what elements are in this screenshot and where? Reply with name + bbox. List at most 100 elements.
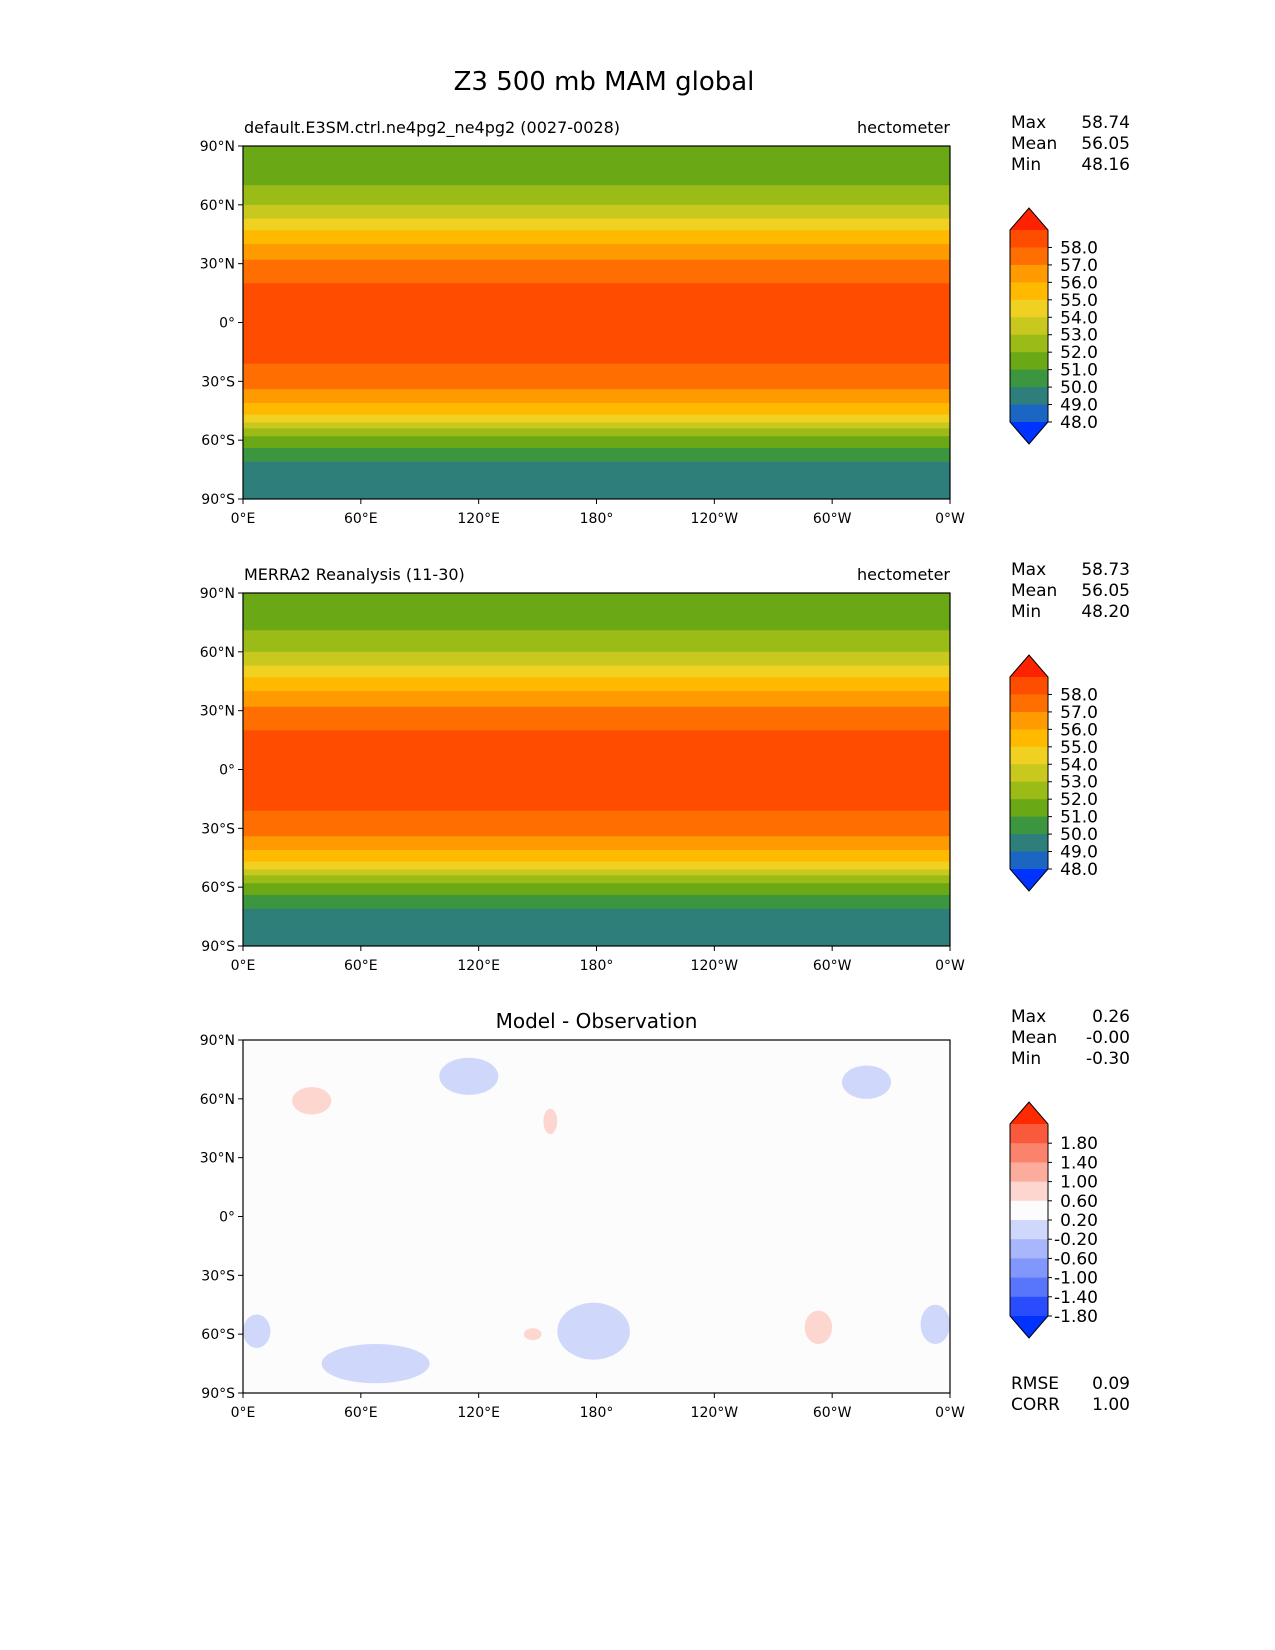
metric-label: CORR xyxy=(1011,1395,1060,1415)
colorbar-segment xyxy=(1010,781,1048,800)
field-band xyxy=(243,353,950,357)
field-band xyxy=(243,844,950,847)
x-tick-label: 180° xyxy=(580,511,614,527)
field-band xyxy=(243,232,950,235)
field-band xyxy=(243,914,950,918)
colorbar-label: 53.0 xyxy=(1060,773,1098,793)
stat-label: Min xyxy=(1011,1049,1041,1069)
field-band xyxy=(243,716,950,720)
field-band xyxy=(243,306,950,310)
field-band xyxy=(243,346,950,349)
field-band xyxy=(243,606,950,610)
colorbar-segment xyxy=(1010,711,1048,730)
field-band xyxy=(243,269,950,273)
field-band xyxy=(243,895,950,898)
map-diff xyxy=(243,1040,950,1393)
field-band xyxy=(243,814,950,818)
field-band xyxy=(243,497,950,499)
field-band xyxy=(243,787,950,790)
field-band xyxy=(243,818,950,822)
stat-value: 56.05 xyxy=(1081,581,1130,601)
field-band xyxy=(243,424,950,428)
field-band xyxy=(243,263,950,267)
field-band xyxy=(243,428,950,431)
field-band xyxy=(243,493,950,496)
field-band xyxy=(243,451,950,455)
field-band xyxy=(243,700,950,704)
field-band xyxy=(243,151,950,155)
field-band xyxy=(243,453,950,457)
field-band xyxy=(243,202,950,206)
field-band xyxy=(243,647,950,651)
field-band xyxy=(243,463,950,467)
stats-model: Max 58.74 Mean 56.05 Min 48.16 xyxy=(1011,113,1130,175)
field-band xyxy=(243,740,950,743)
field-band xyxy=(243,191,950,194)
field-band xyxy=(243,222,950,226)
colorbar-label: 50.0 xyxy=(1060,825,1098,845)
field-band xyxy=(243,487,950,490)
field-band xyxy=(243,338,950,341)
field-band xyxy=(243,826,950,829)
field-band xyxy=(243,865,950,869)
field-band xyxy=(243,373,950,377)
field-band xyxy=(243,485,950,488)
field-band xyxy=(243,669,950,673)
field-band xyxy=(243,381,950,384)
field-band xyxy=(243,316,950,320)
colorbar-label: 54.0 xyxy=(1060,308,1098,328)
field-band xyxy=(243,694,950,698)
y-tick-label: 30°N xyxy=(200,1151,235,1167)
colorbar-label: -1.00 xyxy=(1054,1269,1098,1289)
colorbar-segment xyxy=(1010,851,1048,870)
field-band xyxy=(243,730,950,733)
field-band xyxy=(243,393,950,396)
stat-value: 58.74 xyxy=(1081,113,1130,133)
field-band xyxy=(243,614,950,618)
y-tick-label: 60°S xyxy=(201,1327,235,1343)
field-band xyxy=(243,594,950,598)
field-band xyxy=(243,822,950,826)
field-band xyxy=(243,193,950,196)
field-band xyxy=(243,881,950,884)
field-band xyxy=(243,859,950,863)
field-band xyxy=(243,887,950,890)
field-band xyxy=(243,653,950,657)
colorbar-segment xyxy=(1010,369,1048,388)
field-band xyxy=(243,645,950,649)
colorbar-label: 0.20 xyxy=(1060,1211,1098,1231)
field-band xyxy=(243,922,950,926)
field-band xyxy=(243,389,950,392)
y-tick-label: 0° xyxy=(219,763,235,779)
x-tick-label: 0°W xyxy=(935,958,965,974)
field-band xyxy=(243,875,950,878)
colorbar-label: 52.0 xyxy=(1060,790,1098,810)
field-band xyxy=(243,448,950,451)
field-band xyxy=(243,434,950,437)
x-tick-label: 120°E xyxy=(457,511,500,527)
field-band xyxy=(243,185,950,188)
field-band xyxy=(243,620,950,624)
field-band xyxy=(243,804,950,808)
field-band xyxy=(243,651,950,655)
field-band xyxy=(243,800,950,804)
field-band xyxy=(243,210,950,214)
x-tick-label: 60°W xyxy=(813,958,852,974)
field-band xyxy=(243,342,950,345)
colorbar-segment xyxy=(1010,1162,1048,1182)
field-band xyxy=(243,224,950,227)
field-band xyxy=(243,683,950,686)
field-band xyxy=(243,402,950,406)
field-band xyxy=(243,436,950,439)
field-band xyxy=(243,347,950,351)
field-band xyxy=(243,273,950,277)
field-band xyxy=(243,734,950,737)
metrics-diff: RMSE 0.09 CORR 1.00 xyxy=(1011,1374,1130,1415)
field-band xyxy=(243,906,950,910)
field-band xyxy=(243,640,950,643)
field-band xyxy=(243,167,950,171)
field-band xyxy=(243,181,950,184)
field-band xyxy=(243,361,950,365)
colorbar-label: 58.0 xyxy=(1060,238,1098,258)
field-band xyxy=(243,261,950,265)
